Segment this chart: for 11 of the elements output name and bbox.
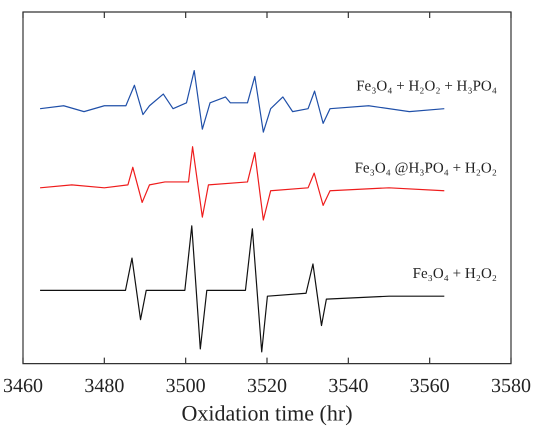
x-tick-label: 3580	[491, 374, 531, 397]
x-tick-label: 3560	[410, 374, 450, 397]
x-tick-label: 3480	[84, 374, 124, 397]
x-tick-label: 3460	[3, 374, 43, 397]
series-label: Fe₃O₄ + H₂O₂ + H₃PO₄	[356, 78, 497, 95]
x-axis-title: Oxidation time (hr)	[181, 400, 353, 426]
x-tick-label: 3540	[328, 374, 368, 397]
series-label: Fe₃O₄ + H₂O₂	[412, 266, 497, 282]
series-label: Fe₃O₄ @H₃PO₄ + H₂O₂	[354, 160, 497, 177]
x-tick-label: 3520	[247, 374, 287, 397]
x-tick-label: 3500	[166, 374, 206, 397]
